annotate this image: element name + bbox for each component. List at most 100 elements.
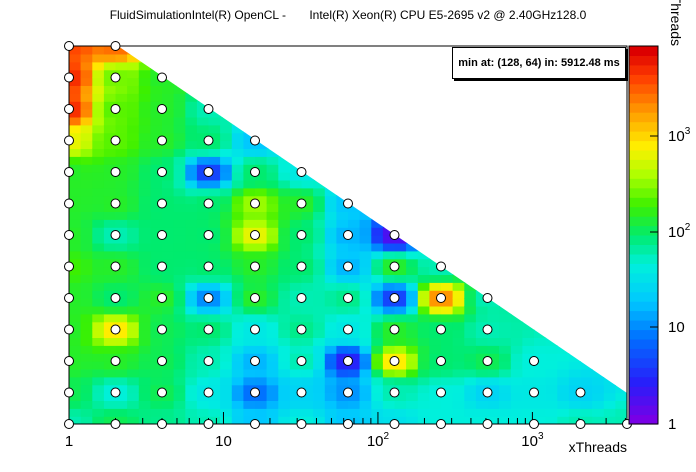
heatmap-cell (208, 282, 221, 291)
heatmap-cell (138, 211, 151, 220)
heatmap-cell (534, 337, 547, 346)
heatmap-cell (208, 298, 221, 307)
heatmap-cell (324, 140, 337, 149)
heatmap-cell (429, 85, 442, 94)
heatmap-cell (371, 384, 384, 394)
heatmap-cell (522, 408, 535, 417)
heatmap-cell (243, 321, 256, 331)
heatmap-cell (615, 242, 627, 252)
heatmap-cell (452, 195, 465, 205)
heatmap-cell (580, 219, 593, 228)
heatmap-cell (417, 93, 430, 102)
sample-point (343, 261, 353, 272)
heatmap-cell (371, 321, 384, 331)
heatmap-cell (522, 384, 535, 394)
heatmap-cell (441, 164, 454, 173)
x-axis: 1 10 102 103 (65, 412, 626, 450)
heatmap-cell (534, 408, 547, 417)
heatmap-cell (429, 46, 442, 55)
x-tick-label: 1 (65, 433, 73, 450)
heatmap-cell (557, 211, 570, 220)
heatmap-cell (103, 116, 117, 126)
heatmap-cell (568, 392, 582, 401)
heatmap-cell (220, 101, 233, 110)
sample-point (157, 135, 167, 146)
heatmap-cell (441, 116, 454, 126)
heatmap-cell (103, 109, 117, 118)
heatmap-cell (150, 329, 163, 338)
heatmap-cell (278, 219, 291, 228)
palette-band (629, 112, 658, 123)
heatmap-cell (324, 384, 337, 394)
heatmap-cell (417, 258, 430, 268)
heatmap-cell (313, 203, 326, 212)
heatmap-cell (278, 69, 291, 79)
heatmap-cell (255, 203, 268, 212)
heatmap-cell (417, 85, 430, 94)
heatmap-cell (138, 313, 151, 323)
heatmap-cell (138, 85, 151, 94)
heatmap-cell (220, 392, 233, 401)
heatmap-cell (185, 132, 198, 142)
heatmap-cell (208, 384, 221, 394)
heatmap-cell (522, 195, 535, 205)
heatmap-cell (324, 69, 337, 79)
heatmap-cell (69, 116, 82, 126)
heatmap-cell (231, 274, 244, 283)
heatmap-cell (80, 156, 93, 165)
heatmap-cell (196, 85, 210, 94)
heatmap-cell (80, 124, 93, 134)
heatmap-cell (173, 227, 186, 236)
sample-point (110, 324, 121, 335)
heatmap-cell (406, 384, 419, 394)
heatmap-cell (371, 93, 384, 102)
heatmap-cell (92, 101, 105, 110)
sample-point (110, 356, 121, 366)
heatmap-cell (522, 187, 535, 197)
heatmap-cell (196, 361, 210, 370)
heatmap-cell (220, 250, 233, 260)
heatmap-cell (475, 337, 489, 346)
heatmap-cell (301, 408, 314, 417)
heatmap-cell (452, 227, 465, 236)
heatmap-cell (464, 219, 477, 228)
heatmap-cell (313, 298, 326, 307)
heatmap-cell (406, 46, 419, 55)
heatmap-cell (394, 258, 407, 268)
heatmap-cell (278, 179, 291, 189)
heatmap-cell (441, 203, 454, 212)
heatmap-cell (592, 266, 605, 275)
heatmap-cell (324, 313, 337, 323)
heatmap-cell (510, 329, 523, 338)
heatmap-cell (464, 274, 477, 283)
heatmap-cell (208, 305, 221, 315)
heatmap-cell (592, 124, 605, 134)
heatmap-cell (499, 124, 512, 134)
heatmap-cell (603, 282, 616, 291)
heatmap-cell (127, 53, 140, 63)
heatmap-cell (196, 140, 210, 149)
heatmap-cell (115, 329, 128, 338)
heatmap-cell (499, 172, 512, 181)
heatmap-cell (138, 203, 151, 212)
heatmap-cell (487, 392, 500, 401)
heatmap-cell (243, 124, 256, 134)
heatmap-cell (487, 353, 500, 362)
heatmap-cell (243, 116, 256, 126)
heatmap-cell (417, 164, 430, 173)
heatmap-cell (371, 408, 384, 417)
heatmap-cell (510, 195, 523, 205)
heatmap-cell (568, 227, 582, 236)
heatmap-cell (487, 384, 500, 394)
heatmap-cell (615, 368, 627, 378)
heatmap-cell (243, 227, 256, 236)
heatmap-cell (359, 61, 372, 71)
heatmap-cell (301, 384, 314, 394)
heatmap-cell (615, 298, 627, 307)
heatmap-cell (278, 274, 291, 283)
heatmap-cell (394, 219, 407, 228)
heatmap-cell (534, 282, 547, 291)
heatmap-cell (429, 227, 442, 236)
heatmap-cell (220, 203, 233, 212)
heatmap-cell (336, 61, 349, 71)
